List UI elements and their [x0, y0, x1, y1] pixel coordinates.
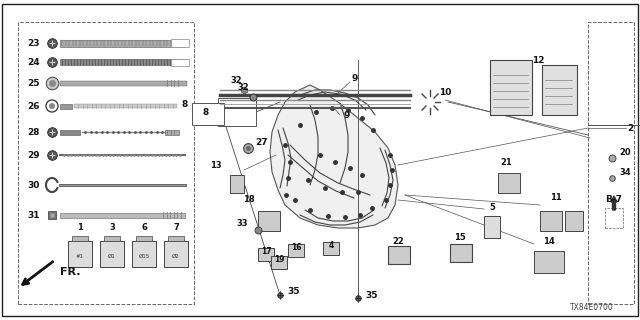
Text: #1: #1 — [76, 253, 84, 259]
Text: B-7: B-7 — [605, 196, 623, 204]
Bar — [258, 248, 274, 261]
Bar — [164, 241, 188, 267]
Text: 33: 33 — [237, 219, 248, 228]
Text: 11: 11 — [550, 194, 562, 203]
Bar — [60, 39, 185, 46]
Bar — [605, 208, 623, 228]
Text: 22: 22 — [392, 237, 404, 246]
Bar — [323, 242, 339, 255]
Text: 35: 35 — [288, 287, 300, 297]
Text: 8: 8 — [182, 100, 188, 108]
Bar — [60, 212, 185, 218]
Bar — [171, 39, 189, 47]
Bar — [271, 256, 287, 269]
Text: 25: 25 — [28, 78, 40, 87]
Text: 28: 28 — [28, 127, 40, 137]
Bar — [60, 130, 80, 134]
Bar — [450, 244, 472, 262]
Bar — [165, 130, 179, 134]
Text: 15: 15 — [454, 234, 466, 243]
FancyArrow shape — [611, 196, 617, 210]
Text: 12: 12 — [532, 55, 544, 65]
Bar — [542, 65, 577, 115]
Bar — [18, 22, 194, 304]
Bar — [100, 241, 124, 267]
Text: 5: 5 — [489, 203, 495, 212]
Bar — [60, 59, 185, 65]
Bar — [484, 216, 500, 238]
Text: 26: 26 — [28, 101, 40, 110]
Text: 9: 9 — [344, 110, 350, 119]
Text: 6: 6 — [141, 222, 147, 231]
Text: 30: 30 — [28, 180, 40, 189]
Text: 18: 18 — [243, 196, 255, 204]
Bar — [588, 22, 634, 304]
Bar — [565, 211, 583, 231]
Polygon shape — [270, 85, 398, 228]
Text: 20: 20 — [619, 148, 631, 156]
Bar — [60, 103, 72, 108]
Bar — [104, 236, 120, 241]
Text: 32: 32 — [237, 83, 249, 92]
Bar — [490, 60, 532, 115]
Text: 9: 9 — [352, 74, 358, 83]
Text: Ø15: Ø15 — [138, 253, 150, 259]
Bar — [136, 236, 152, 241]
Text: 32: 32 — [230, 76, 242, 84]
Text: 14: 14 — [543, 237, 555, 246]
Bar — [218, 98, 256, 126]
Text: TX84E0700: TX84E0700 — [570, 303, 614, 313]
Text: 17: 17 — [260, 247, 271, 257]
Bar — [288, 244, 304, 257]
Text: 21: 21 — [500, 157, 512, 166]
Bar — [168, 236, 184, 241]
Bar — [171, 59, 189, 66]
Text: Ø1: Ø1 — [108, 253, 116, 259]
Bar — [74, 104, 177, 108]
Text: FR.: FR. — [60, 267, 81, 277]
Bar — [68, 241, 92, 267]
Text: 7: 7 — [173, 222, 179, 231]
Text: 31: 31 — [28, 211, 40, 220]
Bar — [72, 236, 88, 241]
Text: 27: 27 — [256, 138, 268, 147]
Text: 35: 35 — [365, 291, 378, 300]
Text: 23: 23 — [28, 38, 40, 47]
Text: 2: 2 — [627, 124, 633, 132]
Text: 1: 1 — [77, 222, 83, 231]
Bar — [230, 175, 244, 193]
Bar — [60, 81, 187, 85]
Text: Ø2: Ø2 — [172, 253, 180, 259]
Bar — [534, 251, 564, 273]
Text: 4: 4 — [328, 242, 333, 251]
Text: 3: 3 — [109, 222, 115, 231]
Text: 10: 10 — [439, 87, 451, 97]
Text: 8: 8 — [203, 108, 209, 116]
Text: 29: 29 — [28, 150, 40, 159]
Text: 13: 13 — [211, 161, 222, 170]
Bar — [192, 103, 224, 125]
Circle shape — [49, 103, 55, 109]
Text: 34: 34 — [619, 167, 631, 177]
Circle shape — [46, 100, 58, 112]
Bar — [540, 211, 562, 231]
Text: 16: 16 — [291, 244, 301, 252]
Bar — [258, 211, 280, 231]
Bar — [132, 241, 156, 267]
Bar — [498, 173, 520, 193]
Bar — [388, 246, 410, 264]
Text: 24: 24 — [28, 58, 40, 67]
Text: 19: 19 — [274, 255, 284, 265]
